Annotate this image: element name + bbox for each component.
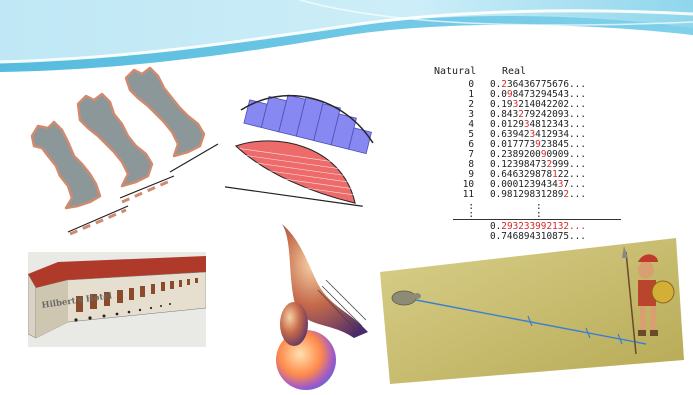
cantor-row: 6 0.017773923845... bbox=[430, 140, 586, 150]
diagonal-digit: 9 bbox=[540, 149, 547, 160]
natural-number: 11 bbox=[462, 189, 474, 200]
header-natural: Natural bbox=[434, 66, 477, 77]
cantor-row: 2 0.193214042202... bbox=[430, 100, 586, 110]
cantor-diagonal-table: Natural Real 0 0.236436775676... 1 0.098473… bbox=[430, 66, 621, 246]
diagonal-digit: 3 bbox=[512, 99, 519, 110]
vdots-row-2: :: bbox=[468, 209, 542, 220]
natural-number: 3 bbox=[468, 109, 474, 120]
diagonal-digit: 2 bbox=[563, 189, 570, 200]
natural-number: 10 bbox=[462, 179, 474, 190]
diagonal-digit: 3 bbox=[557, 179, 564, 190]
natural-number: 8 bbox=[468, 159, 474, 170]
header-real: Real bbox=[502, 66, 527, 77]
ruler-1 bbox=[67, 205, 129, 233]
cantor-row: 8 0.123984732999... bbox=[430, 160, 586, 170]
diagonal-digit: 3 bbox=[529, 129, 536, 140]
cantor-row: 11 0.981298312892... bbox=[430, 190, 586, 200]
real-number: 0.843279242093... bbox=[490, 109, 586, 120]
real-number: 0.236436775676... bbox=[490, 79, 586, 90]
tortoise bbox=[391, 290, 421, 306]
cantor-row: 0 0.236436775676... bbox=[430, 80, 586, 90]
modified-result: 0.746894310875... bbox=[490, 231, 586, 242]
britain-map-3 bbox=[124, 66, 206, 158]
diagonal-digit: 2 bbox=[501, 79, 507, 90]
natural-number: 7 bbox=[468, 149, 474, 160]
cantor-row: 5 0.639423412934... bbox=[430, 130, 586, 140]
natural-number: 2 bbox=[468, 99, 474, 110]
cantor-row: 10 0.000123943437... bbox=[430, 180, 586, 190]
britain-map-2 bbox=[76, 92, 154, 188]
diagonal-digit: 3 bbox=[523, 119, 530, 130]
riemann-sum bbox=[225, 94, 374, 207]
diagonal-digit: 1 bbox=[552, 169, 558, 180]
achilles-tortoise bbox=[380, 238, 684, 384]
real-number: 0.098473294543... bbox=[490, 89, 586, 100]
natural-number: 4 bbox=[468, 119, 474, 130]
cantor-row: 1 0.098473294543... bbox=[430, 90, 586, 100]
ruler-2 bbox=[119, 175, 175, 199]
natural-number: 6 bbox=[468, 139, 474, 150]
ruler-3 bbox=[169, 143, 219, 173]
real-number: 0.639423412934... bbox=[490, 129, 586, 140]
diagonal-digit: 2 bbox=[546, 159, 553, 170]
real-number: 0.646329878122... bbox=[490, 169, 586, 180]
fractal-horn bbox=[276, 224, 368, 390]
natural-number: 0 bbox=[468, 79, 474, 90]
vdots-row: :: bbox=[468, 201, 542, 212]
real-number: 0.193214042202... bbox=[490, 99, 586, 110]
natural-number: 5 bbox=[468, 129, 474, 140]
real-number: 0.012934812343... bbox=[490, 119, 586, 130]
diagonal-digit: 9 bbox=[506, 89, 513, 100]
banner-wave bbox=[0, 0, 693, 73]
real-number: 0.981298312892... bbox=[490, 189, 586, 200]
real-number: 0.123984732999... bbox=[490, 159, 586, 170]
coastline-maps bbox=[30, 66, 219, 236]
diagonal-digit: 9 bbox=[535, 139, 541, 150]
achilles bbox=[622, 246, 675, 355]
cantor-row: 4 0.012934812343... bbox=[430, 120, 586, 130]
britain-map-1 bbox=[30, 120, 102, 210]
real-number: 0.238920090909... bbox=[490, 149, 586, 160]
table-separator bbox=[453, 219, 621, 220]
diagonal-result: 0.293233992132... bbox=[490, 221, 586, 232]
natural-number: 1 bbox=[468, 89, 474, 100]
cantor-row: 7 0.238920090909... bbox=[430, 150, 586, 160]
real-number: 0.000123943437... bbox=[490, 179, 586, 190]
cantor-row: 9 0.646329878122... bbox=[430, 170, 586, 180]
cantor-row: 3 0.843279242093... bbox=[430, 110, 586, 120]
hilberts-hotel: Hilbert's Hotel bbox=[28, 252, 206, 347]
natural-number: 9 bbox=[468, 169, 474, 180]
diagonal-digit: 2 bbox=[518, 109, 524, 120]
real-number: 0.017773923845... bbox=[490, 139, 586, 150]
